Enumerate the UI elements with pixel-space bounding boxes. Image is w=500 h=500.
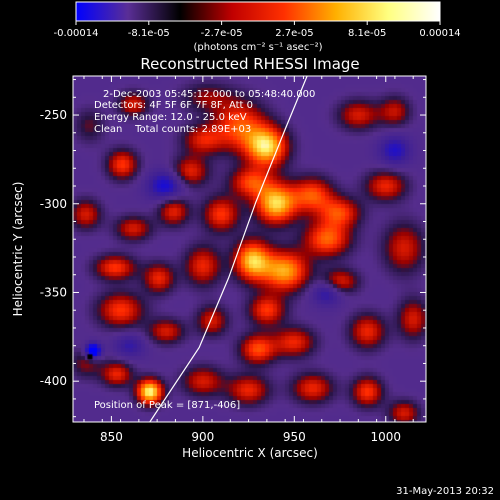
x-tick-label: 850 bbox=[100, 430, 123, 444]
colorbar-tick-label: 8.1e-05 bbox=[348, 28, 386, 39]
annotation-time-range: 2-Dec-2003 05:45:12.000 to 05:48:40.000 bbox=[103, 89, 315, 100]
y-axis-label: Heliocentric Y (arcsec) bbox=[11, 182, 25, 317]
footer-date: 31-May-2013 20:32 bbox=[396, 486, 494, 497]
colorbar bbox=[75, 1, 441, 22]
y-tick-label: -350 bbox=[40, 285, 67, 299]
colorbar-ticks: -0.00014 -8.1e-05 -2.7e-05 2.7e-05 8.1e-05 0.… bbox=[54, 21, 461, 39]
chart-title: Reconstructed RHESSI Image bbox=[140, 55, 359, 73]
x-tick-label: 1000 bbox=[370, 430, 401, 444]
annotation-detectors: Detectors: 4F 5F 6F 7F 8F, Att 0 bbox=[94, 100, 253, 111]
y-tick-label: -400 bbox=[40, 374, 67, 388]
x-axis-label: Heliocentric X (arcsec) bbox=[182, 446, 318, 460]
colorbar-tick-label: 0.00014 bbox=[419, 28, 460, 39]
colorbar-unit-label: (photons cm⁻² s⁻¹ asec⁻²) bbox=[193, 42, 322, 53]
heatmap-area bbox=[73, 76, 426, 422]
solar-limb-curve bbox=[149, 76, 308, 422]
peak-position-label: Position of Peak = [871,-406] bbox=[94, 400, 240, 411]
axis-ticks: 850 900 950 1000 -250 -300 -350 -400 bbox=[40, 76, 426, 444]
y-tick-label: -250 bbox=[40, 108, 67, 122]
annotation-clean-counts: Clean Total counts: 2.89E+03 bbox=[94, 124, 251, 135]
colorbar-tick-label: 2.7e-05 bbox=[275, 28, 313, 39]
x-tick-label: 950 bbox=[283, 430, 306, 444]
annotation-block: 2-Dec-2003 05:45:12.000 to 05:48:40.000 … bbox=[94, 89, 315, 135]
colorbar-tick-label: -8.1e-05 bbox=[128, 28, 170, 39]
colorbar-tick-label: -2.7e-05 bbox=[201, 28, 243, 39]
colorbar-tick-label: -0.00014 bbox=[54, 28, 99, 39]
annotation-energy-range: Energy Range: 12.0 - 25.0 keV bbox=[94, 112, 247, 123]
y-tick-label: -300 bbox=[40, 197, 67, 211]
x-tick-label: 900 bbox=[191, 430, 214, 444]
plot-frame bbox=[72, 75, 427, 423]
